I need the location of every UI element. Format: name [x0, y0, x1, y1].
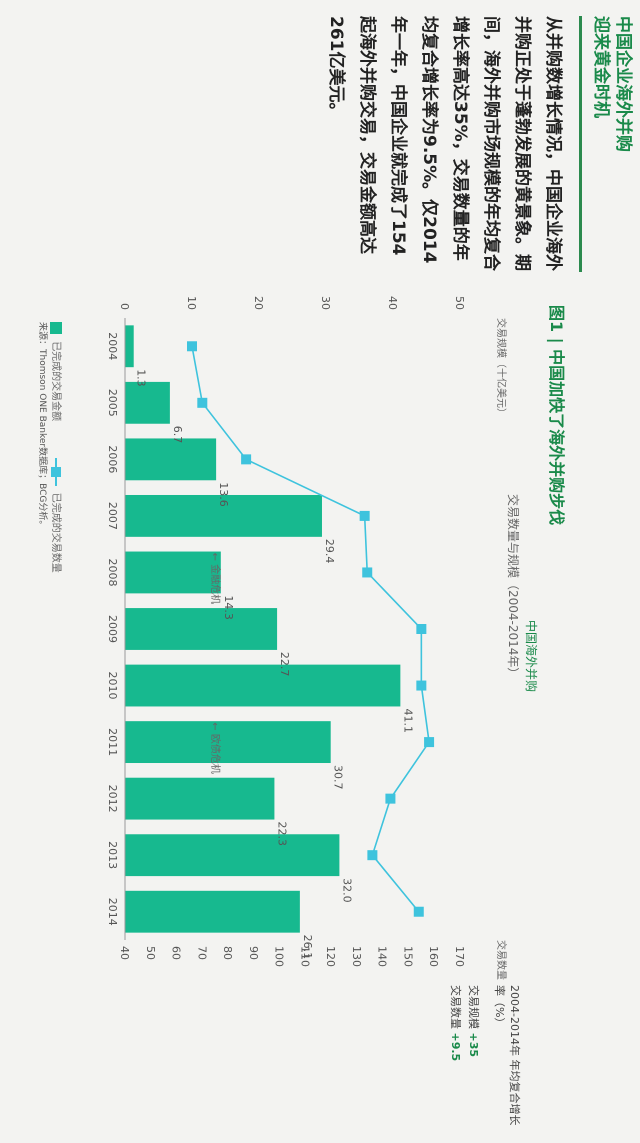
right-tick-90: 90: [247, 946, 260, 960]
bar-2014: [125, 890, 300, 933]
chart-source: 来源：Thomson ONE Banker数据库；BCG分析。: [37, 322, 47, 530]
annotations: ← 金融危机 ← 欧债危机: [209, 553, 222, 774]
left-tick-20: 20: [252, 296, 265, 310]
left-tick-30: 30: [319, 296, 332, 310]
bar-2012: [125, 777, 275, 820]
x-axis-ticks: 2004 2005 2006 2007 2008 2009 2010 2011 2012 2013…: [106, 332, 119, 925]
bar-label-2005: 6.7: [171, 426, 184, 444]
bar-label-2011: 30.7: [332, 765, 345, 790]
right-axis-ticks: 40 50 60 70 80 90 100 110 120 130 140 150 160 170: [118, 946, 466, 967]
line-point-2006: [241, 454, 252, 465]
right-tick-170: 170: [453, 946, 466, 967]
line-point-2008: [362, 567, 373, 578]
x-tick-2012: 2012: [106, 785, 119, 813]
line-point-2005: [197, 397, 208, 408]
bar-2013: [125, 834, 340, 877]
bar-label-2012: 22.3: [275, 822, 288, 847]
line-point-2014: [413, 906, 424, 917]
bar-2008: [125, 551, 221, 594]
right-tick-100: 100: [273, 946, 286, 967]
right-tick-120: 120: [324, 946, 337, 967]
left-tick-40: 40: [386, 296, 399, 310]
bar-2009: [125, 608, 278, 650]
growth-item-count: 交易数量 +9.5: [448, 985, 464, 1061]
bar-2006: [124, 438, 217, 481]
x-tick-2004: 2004: [106, 332, 119, 360]
growth-item-scale-value: +35: [467, 1032, 480, 1058]
chart-legend: 已完成的交易金额 已完成的交易数量: [50, 322, 65, 573]
legend-line-label: 已完成的交易数量: [50, 492, 61, 573]
x-tick-2013: 2013: [106, 841, 119, 869]
line-point-2010: [416, 680, 427, 691]
bar-label-2009: 22.7: [278, 652, 291, 677]
right-tick-110: 110: [298, 946, 311, 967]
bar-series: [124, 325, 401, 933]
bar-label-2004: 1.3: [135, 369, 148, 387]
left-tick-50: 50: [453, 296, 466, 310]
left-axis-ticks: 0 10 20 30 40 50: [118, 296, 466, 310]
right-tick-130: 130: [350, 946, 363, 967]
bar-label-2013: 32.0: [340, 878, 353, 903]
line-point-2004: [187, 341, 197, 352]
right-tick-140: 140: [376, 946, 389, 967]
growth-item-count-label: 交易数量: [449, 985, 462, 1029]
line-point-2013: [367, 850, 378, 861]
right-axis-label: 交易数量: [495, 940, 508, 980]
right-tick-70: 70: [195, 946, 208, 960]
line-point-2007: [359, 510, 370, 521]
legend-line-swatch: [51, 458, 61, 486]
right-tick-60: 60: [170, 946, 183, 960]
bar-label-2007: 29.4: [323, 539, 336, 564]
bar-label-2014: 26.1: [301, 935, 314, 960]
growth-item-count-value: +9.5: [449, 1032, 462, 1062]
right-tick-50: 50: [144, 946, 157, 960]
left-axis-label: 交易规模（十亿美元）: [495, 318, 508, 418]
right-tick-150: 150: [401, 946, 414, 967]
left-tick-10: 10: [185, 296, 198, 310]
x-tick-2010: 2010: [106, 672, 119, 700]
line-point-2009: [416, 624, 427, 634]
bar-label-2010: 41.1: [401, 708, 414, 733]
x-tick-2011: 2011: [106, 728, 119, 756]
right-tick-40: 40: [118, 946, 131, 960]
bar-label-2006: 13.6: [217, 482, 230, 507]
line-point-2011: [424, 737, 435, 748]
bar-value-labels: 1.3 6.7 13.6 29.4 14.3 22.7 41.1 30.7 22.3 32.0 26…: [135, 369, 415, 959]
legend-bar-label: 已完成的交易金额: [50, 341, 61, 422]
bar-2004: [124, 325, 134, 368]
line-series: [187, 341, 435, 917]
legend-bar-swatch: [50, 322, 62, 334]
line-point-2012: [385, 793, 396, 804]
bar-2007: [125, 494, 322, 537]
x-tick-2009: 2009: [106, 615, 119, 643]
x-tick-2008: 2008: [106, 558, 119, 586]
bar-label-2008: 14.3: [222, 595, 235, 620]
x-tick-2014: 2014: [106, 898, 119, 926]
annotation-1: ← 欧债危机: [209, 722, 222, 774]
right-tick-80: 80: [221, 946, 234, 960]
x-tick-2007: 2007: [106, 502, 119, 530]
x-tick-2005: 2005: [106, 389, 119, 417]
bar-2011: [125, 721, 331, 764]
growth-item-scale: 交易规模 +35: [466, 985, 482, 1057]
left-tick-0: 0: [118, 303, 131, 310]
annotation-0: ← 金融危机: [209, 553, 222, 605]
bar-2005: [125, 381, 170, 424]
right-tick-160: 160: [427, 946, 440, 967]
x-tick-2006: 2006: [106, 445, 119, 473]
growth-item-scale-label: 交易规模: [467, 985, 480, 1029]
bar-2010: [125, 664, 401, 707]
growth-title: 2004-2014年 年均复合增长率（%）: [493, 985, 521, 1126]
